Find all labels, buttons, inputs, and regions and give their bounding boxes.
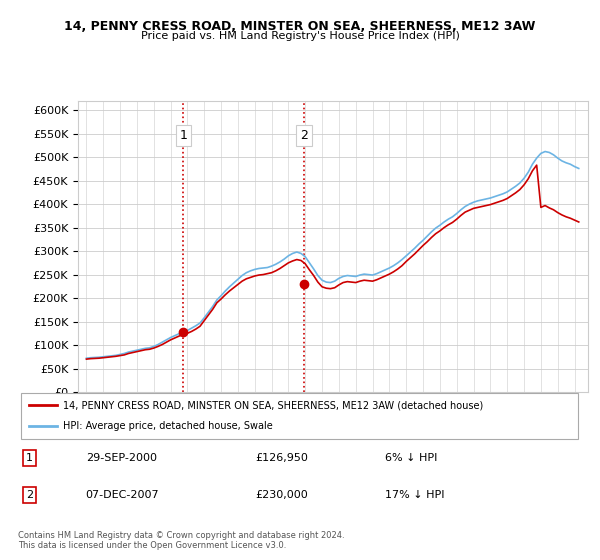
Text: 07-DEC-2007: 07-DEC-2007 (86, 490, 160, 500)
Text: Price paid vs. HM Land Registry's House Price Index (HPI): Price paid vs. HM Land Registry's House … (140, 31, 460, 41)
Text: £230,000: £230,000 (255, 490, 308, 500)
Text: Contains HM Land Registry data © Crown copyright and database right 2024.
This d: Contains HM Land Registry data © Crown c… (18, 530, 344, 550)
Text: 29-SEP-2000: 29-SEP-2000 (86, 453, 157, 463)
Text: 6% ↓ HPI: 6% ↓ HPI (385, 453, 437, 463)
Text: 2: 2 (300, 129, 308, 142)
Text: 14, PENNY CRESS ROAD, MINSTER ON SEA, SHEERNESS, ME12 3AW: 14, PENNY CRESS ROAD, MINSTER ON SEA, SH… (64, 20, 536, 32)
Text: 17% ↓ HPI: 17% ↓ HPI (385, 490, 444, 500)
Text: HPI: Average price, detached house, Swale: HPI: Average price, detached house, Swal… (63, 421, 273, 431)
Text: £126,950: £126,950 (255, 453, 308, 463)
Text: 1: 1 (179, 129, 187, 142)
FancyBboxPatch shape (21, 393, 578, 438)
Text: 2: 2 (26, 490, 33, 500)
Text: 14, PENNY CRESS ROAD, MINSTER ON SEA, SHEERNESS, ME12 3AW (detached house): 14, PENNY CRESS ROAD, MINSTER ON SEA, SH… (63, 400, 484, 410)
Text: 1: 1 (26, 453, 33, 463)
